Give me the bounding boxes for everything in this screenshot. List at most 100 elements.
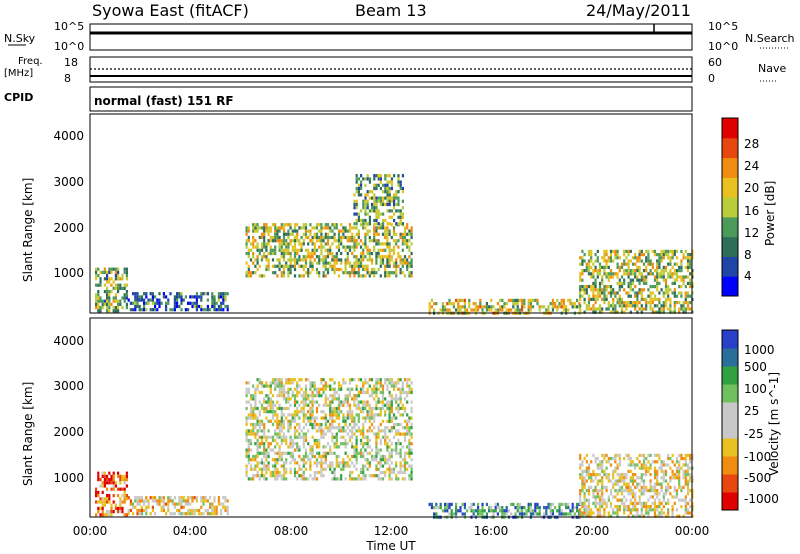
data-cell — [587, 501, 591, 505]
data-cell — [366, 212, 369, 216]
data-cell — [499, 298, 502, 302]
data-cell — [331, 235, 334, 240]
data-cell — [97, 474, 100, 478]
data-cell — [110, 270, 113, 274]
data-cell — [388, 209, 391, 213]
data-cell — [215, 505, 218, 509]
data-cell — [377, 196, 380, 200]
data-cell — [108, 267, 111, 271]
colorbar-segment — [722, 236, 738, 257]
nsearch-label: N.Search — [745, 32, 795, 45]
data-cell — [410, 416, 413, 420]
data-cell — [189, 301, 192, 305]
data-cell — [315, 255, 319, 259]
data-cell — [311, 426, 314, 430]
data-cell — [252, 410, 255, 414]
data-cell — [256, 248, 259, 252]
data-cell — [638, 495, 641, 499]
data-cell — [532, 512, 535, 516]
data-cell — [280, 387, 283, 391]
data-cell — [601, 288, 604, 292]
data-cell — [612, 304, 615, 308]
data-cell — [664, 291, 668, 295]
data-cell — [97, 500, 100, 504]
data-cell — [410, 426, 413, 430]
data-cell — [444, 502, 447, 506]
data-cell — [362, 199, 365, 203]
data-cell — [625, 269, 628, 273]
data-cell — [258, 413, 261, 417]
data-cell — [410, 474, 413, 478]
data-cell — [379, 448, 382, 452]
data-cell — [406, 451, 409, 455]
data-cell — [629, 281, 632, 285]
data-cell — [686, 269, 690, 273]
data-cell — [271, 458, 275, 462]
data-cell — [406, 394, 409, 398]
data-cell — [112, 306, 115, 310]
data-cell — [213, 298, 216, 302]
data-cell — [618, 285, 621, 289]
data-cell — [649, 291, 652, 295]
data-cell — [140, 512, 143, 516]
data-cell — [390, 397, 393, 401]
data-cell — [669, 256, 672, 260]
data-cell — [678, 466, 681, 470]
data-cell — [366, 251, 369, 256]
data-cell — [598, 269, 602, 273]
data-cell — [298, 390, 301, 395]
data-cell — [258, 390, 261, 395]
data-cell — [291, 451, 294, 455]
data-cell — [620, 498, 624, 502]
data-cell — [457, 305, 460, 309]
data-cell — [689, 505, 692, 509]
data-cell — [406, 258, 409, 262]
data-cell — [612, 482, 615, 486]
data-cell — [355, 435, 358, 439]
data-cell — [399, 467, 402, 471]
data-cell — [382, 196, 385, 200]
data-cell — [324, 274, 327, 278]
data-cell — [333, 445, 336, 449]
data-cell — [623, 281, 626, 285]
velocity-cbar-tick: 100 — [744, 382, 767, 396]
data-cell — [97, 296, 100, 300]
data-cell — [342, 271, 345, 275]
data-cell — [249, 258, 253, 262]
data-cell — [373, 202, 376, 207]
data-cell — [386, 274, 389, 278]
data-cell — [433, 308, 436, 312]
data-cell — [373, 413, 376, 417]
data-cell — [300, 406, 303, 411]
data-cell — [479, 302, 482, 306]
data-cell — [282, 390, 286, 395]
data-cell — [117, 302, 120, 306]
data-cell — [187, 499, 190, 503]
data-cell — [337, 242, 341, 246]
data-cell — [368, 180, 371, 184]
data-cell — [669, 466, 672, 470]
data-cell — [95, 296, 98, 300]
data-cell — [247, 442, 250, 446]
data-cell — [647, 514, 650, 518]
data-cell — [375, 381, 378, 385]
data-cell — [331, 387, 334, 391]
data-cell — [324, 467, 327, 471]
data-cell — [596, 508, 599, 512]
data-cell — [110, 302, 113, 306]
data-cell — [331, 264, 334, 268]
data-cell — [656, 492, 659, 496]
data-cell — [675, 508, 679, 512]
data-cell — [265, 416, 268, 420]
data-cell — [333, 264, 336, 268]
data-cell — [300, 435, 303, 439]
data-cell — [567, 506, 570, 510]
data-cell — [614, 479, 617, 483]
data-cell — [373, 196, 376, 200]
data-cell — [603, 498, 606, 502]
data-cell — [346, 239, 349, 243]
data-cell — [357, 212, 360, 216]
data-cell — [249, 448, 253, 452]
data-cell — [382, 202, 385, 207]
data-cell — [594, 498, 597, 502]
